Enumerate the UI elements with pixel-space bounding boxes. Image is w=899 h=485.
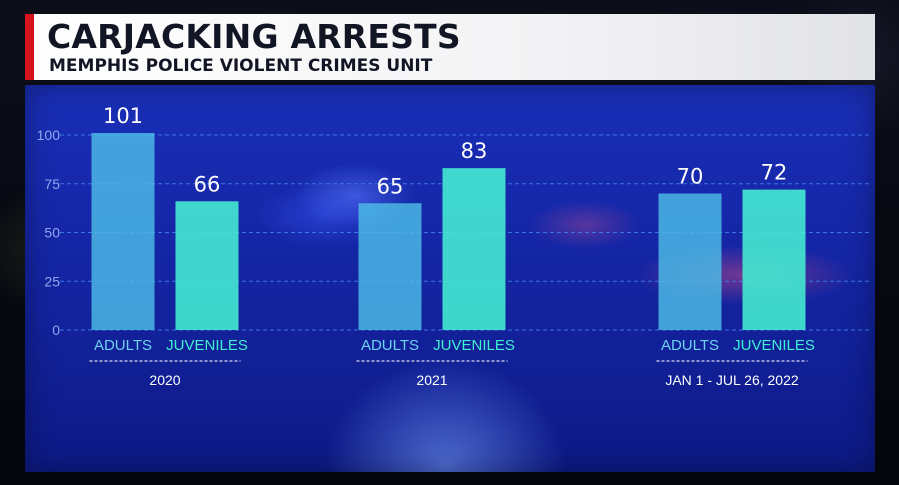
bar (91, 133, 155, 330)
series-label: ADULTS (361, 337, 419, 354)
bar (442, 168, 506, 330)
data-label: 70 (677, 165, 704, 189)
data-label: 72 (761, 161, 788, 185)
y-tick-label: 75 (44, 176, 60, 192)
data-label: 83 (461, 139, 488, 163)
bar (742, 189, 806, 330)
bar (175, 201, 239, 330)
title-accent-bar (25, 14, 34, 80)
data-label: 65 (377, 174, 404, 198)
series-label: JUVENILES (733, 337, 815, 354)
y-tick-label: 25 (44, 273, 60, 289)
y-tick-label: 0 (52, 322, 60, 338)
y-tick-label: 100 (37, 127, 61, 143)
title-banner: CARJACKING ARRESTS MEMPHIS POLICE VIOLEN… (25, 14, 875, 80)
chart-subtitle: MEMPHIS POLICE VIOLENT CRIMES UNIT (49, 56, 433, 76)
bar (358, 203, 422, 330)
data-label: 66 (194, 172, 221, 196)
series-label: JUVENILES (166, 337, 248, 354)
series-label: ADULTS (661, 337, 719, 354)
y-tick-label: 50 (44, 225, 60, 241)
series-label: JUVENILES (433, 337, 515, 354)
group-label: 2021 (416, 372, 447, 388)
series-label: ADULTS (94, 337, 152, 354)
group-label: JAN 1 - JUL 26, 2022 (665, 372, 799, 388)
group-label: 2020 (149, 372, 180, 388)
data-label: 101 (103, 104, 143, 128)
chart-title: CARJACKING ARRESTS (47, 17, 461, 56)
bar (658, 193, 722, 330)
